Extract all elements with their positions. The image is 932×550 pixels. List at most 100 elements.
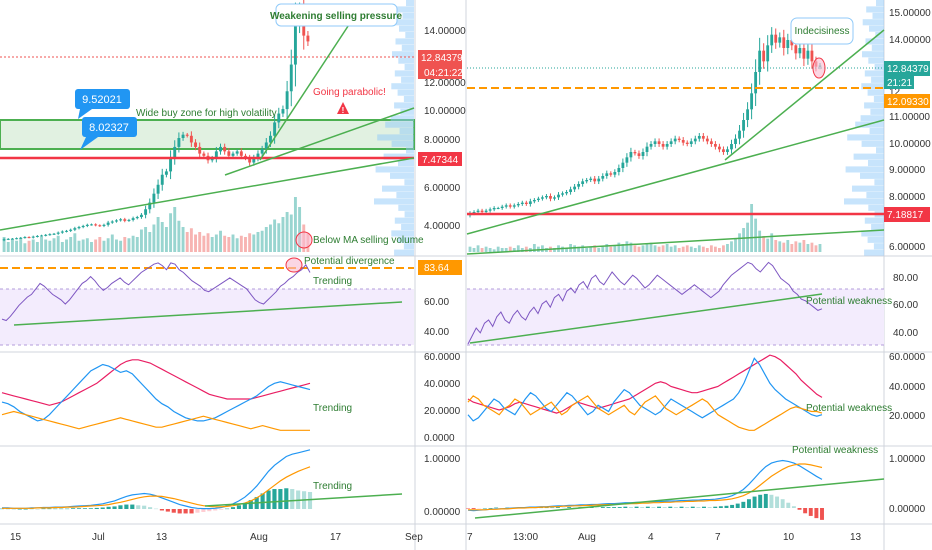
volume-bar: [148, 232, 152, 252]
candle-body: [480, 210, 484, 212]
profile-bar: [853, 153, 884, 160]
volume-bar: [293, 197, 297, 252]
volume-bar: [758, 230, 762, 252]
x-label: Aug: [250, 532, 268, 543]
volume-bar: [252, 234, 256, 252]
histogram-bar: [118, 505, 123, 509]
volume-bar: [480, 248, 484, 252]
histogram-bar: [23, 509, 28, 510]
candle-body: [94, 224, 98, 226]
candle-body: [85, 224, 89, 226]
x-label: 13: [850, 532, 862, 543]
histogram-bar: [59, 508, 64, 510]
indecisiveness-label: Indecisiness: [794, 26, 849, 37]
histogram-bar: [201, 509, 206, 512]
profile-bar: [401, 44, 414, 51]
candle-body: [106, 222, 110, 225]
histogram-bar: [645, 506, 650, 508]
profile-bar: [390, 172, 414, 179]
profile-bar: [868, 57, 884, 64]
tick: 15.00000: [889, 8, 931, 19]
candle-body: [219, 146, 222, 152]
candle-body: [661, 144, 665, 147]
histogram-bar: [488, 508, 493, 509]
histogram-bar: [713, 506, 718, 508]
histogram-bar: [290, 489, 295, 509]
countdown-value: 04:21:22: [424, 68, 463, 79]
tick: 10.00000: [889, 139, 931, 150]
histogram-bar: [634, 506, 639, 508]
histogram-bar: [539, 507, 544, 509]
volume-bar: [256, 232, 260, 252]
rsi-trendline: [13, 301, 403, 326]
histogram-bar: [735, 503, 740, 508]
volume-bar: [553, 248, 556, 252]
tick: 40.0000: [889, 382, 926, 393]
candle-body: [277, 113, 281, 123]
x-label: 7: [467, 532, 473, 543]
volume-bar: [298, 207, 302, 252]
profile-bar: [383, 153, 414, 160]
tick: 60.00: [424, 297, 449, 308]
profile-bar: [871, 44, 884, 51]
histogram-bar: [266, 490, 271, 509]
candle-body: [198, 146, 202, 154]
tick: 60.0000: [889, 352, 926, 363]
histogram-bar: [482, 508, 487, 509]
histogram-bar: [17, 509, 22, 510]
candle-body: [520, 202, 524, 204]
candle-body: [231, 153, 235, 156]
histogram-bar: [600, 507, 605, 508]
volume-bar: [649, 242, 653, 252]
rsi-trendline: [469, 293, 823, 344]
volume-bar: [110, 234, 114, 252]
candle-body: [98, 225, 102, 227]
histogram-bar: [47, 508, 52, 510]
volume-bar: [665, 244, 669, 252]
x-label: 4: [648, 532, 654, 543]
candle-body: [629, 152, 633, 158]
candle-body: [194, 142, 197, 147]
volume-bar: [160, 222, 164, 252]
profile-bar: [377, 134, 414, 141]
histogram-bar: [814, 508, 819, 519]
profile-bar: [867, 236, 884, 243]
last-price-tag: [884, 61, 930, 76]
volume-bar: [264, 227, 268, 252]
left-adx-panel: Trending 60.0000 40.0000 20.0000 0.0000: [1, 352, 461, 444]
signal-line: [2, 466, 311, 509]
histogram-bar: [284, 488, 289, 509]
profile-bar: [852, 185, 884, 192]
volume-bar: [561, 246, 564, 252]
volume-bar: [617, 242, 621, 252]
histogram-bar: [106, 506, 111, 509]
candle-body: [512, 205, 516, 207]
volume-bar: [131, 235, 135, 252]
tick: 14.00000: [889, 35, 931, 46]
volume-bar: [106, 238, 110, 252]
candle-body: [549, 196, 552, 199]
volume-bar: [637, 246, 641, 252]
candle-body: [778, 37, 782, 43]
last-price-value: 12.84379: [887, 64, 929, 75]
candle-body: [810, 50, 814, 62]
candle-body: [561, 193, 564, 195]
histogram-bar: [466, 508, 470, 509]
volume-bar: [119, 240, 123, 252]
support-tag: [884, 207, 930, 222]
volume-bar: [44, 239, 48, 252]
volume-bar: [202, 235, 206, 252]
rsi-value: 83.64: [424, 263, 449, 274]
volume-profile: [374, 0, 414, 256]
histogram-bar: [668, 506, 673, 508]
rsi-band: [0, 289, 414, 345]
tick: 14.00000: [424, 26, 466, 37]
histogram-bar: [272, 489, 277, 509]
candle-body: [60, 231, 64, 233]
volume-bar: [289, 214, 293, 252]
volume-bar: [81, 239, 85, 252]
volume-bar: [210, 237, 214, 252]
candle-body: [169, 158, 173, 172]
volume-bar: [102, 240, 106, 252]
volume-bar: [541, 245, 544, 252]
